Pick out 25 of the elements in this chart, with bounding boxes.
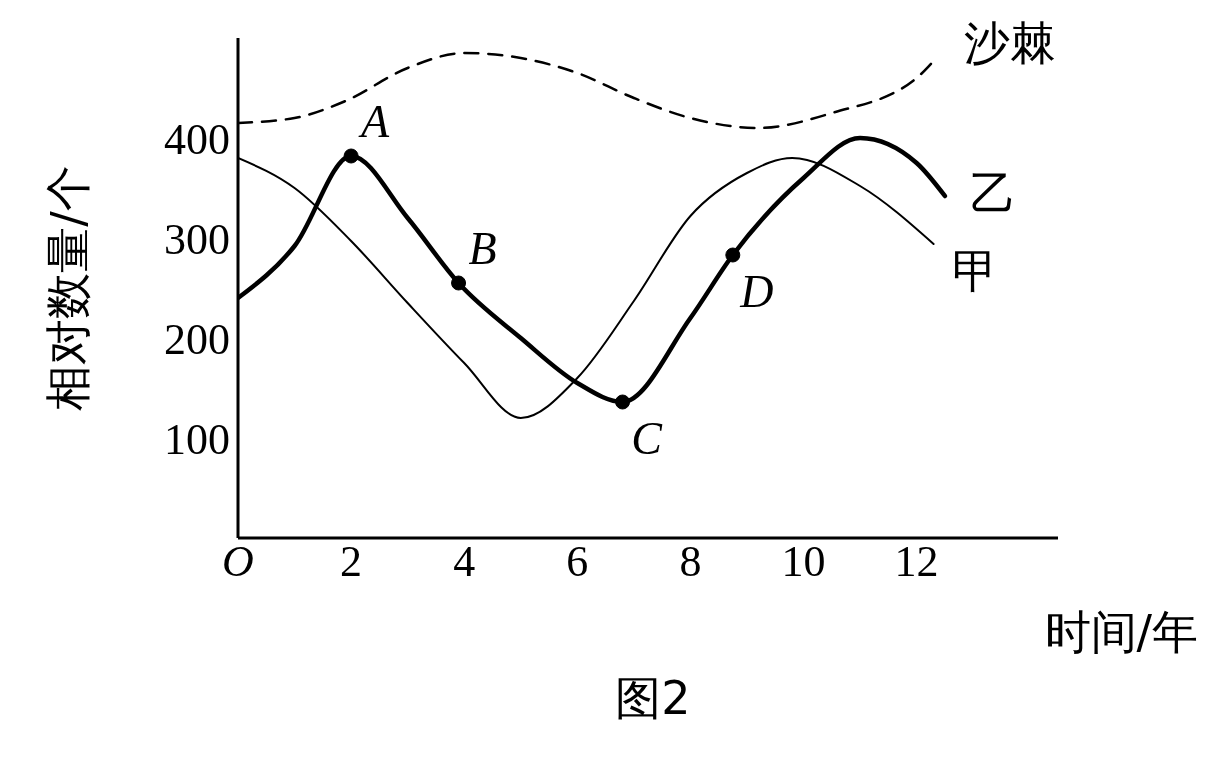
y-tick-label: 100 [164,414,230,464]
y-axis-title: 相对数量/个 [41,165,96,411]
x-tick-label: 10 [781,537,826,586]
annotation: C [631,412,664,464]
x-tick-label: 12 [894,537,939,586]
x-axis-title: 时间/年 [1044,605,1198,659]
x-tick-label: 6 [566,537,589,586]
annotation: A [358,96,391,147]
point [615,394,631,410]
series-label: 沙棘 [963,15,1056,70]
point [451,275,467,291]
point [343,148,359,164]
x-tick-label: 8 [679,537,702,586]
y-tick-label: 400 [164,114,230,164]
x-tick-label: 2 [340,537,363,586]
annotation: B [468,223,497,274]
x-tick-label: 4 [453,537,476,586]
point [725,247,741,263]
series-label: 甲 [951,243,998,298]
annotation: D [739,265,774,317]
y-tick-label: 200 [164,314,230,364]
caption: 图2 [614,670,692,727]
y-tick-label: 300 [164,214,230,264]
x-tick-label: O [222,537,254,586]
series-label: 乙 [969,165,1016,220]
